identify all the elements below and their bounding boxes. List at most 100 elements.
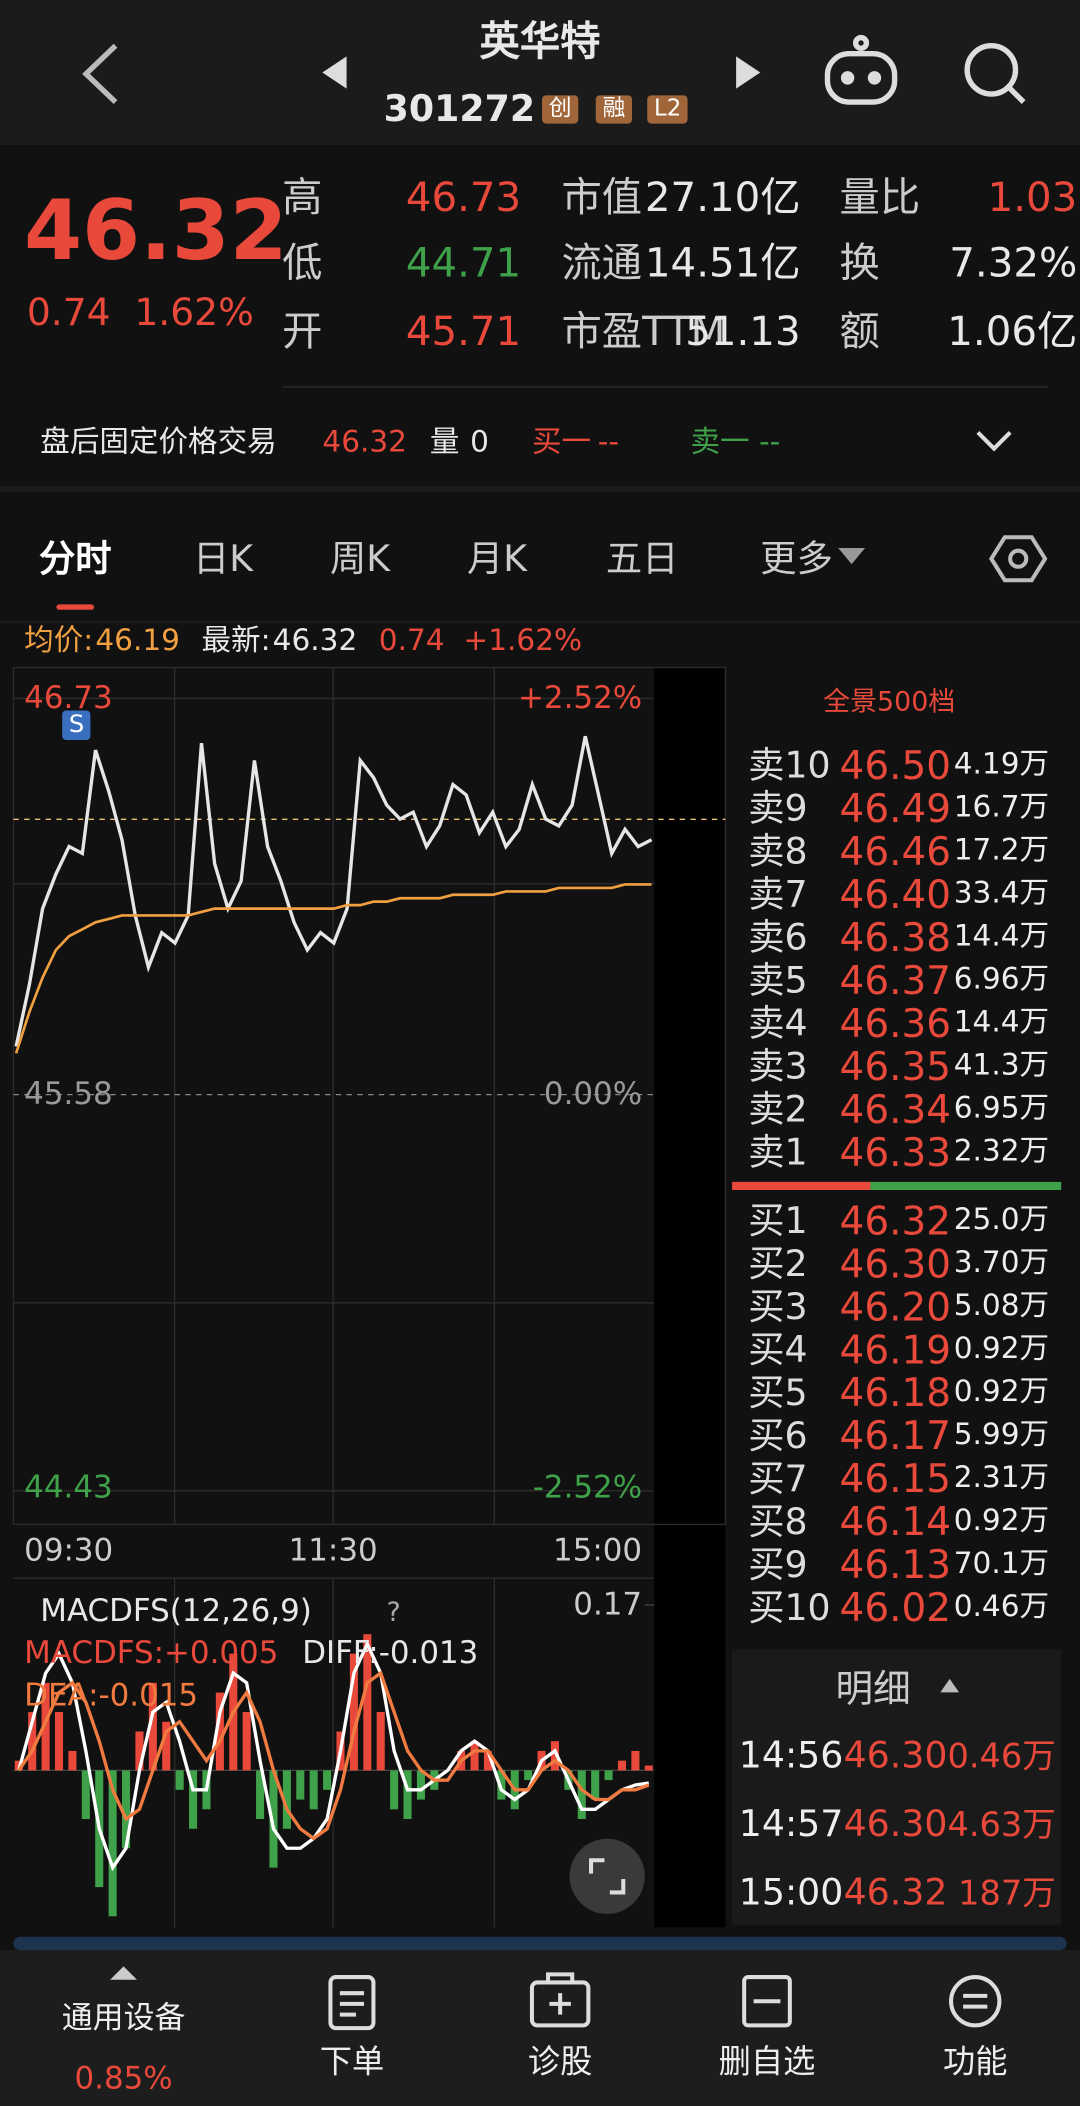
book-level: 买9 (748, 1543, 808, 1586)
macd-bar (68, 1750, 77, 1771)
change-pct-value: +1.62% (463, 624, 583, 659)
book-price: 46.36 (839, 999, 952, 1046)
tab[interactable]: 五日 (605, 537, 679, 580)
macd-bar (269, 1770, 278, 1868)
book-price: 46.15 (839, 1455, 952, 1501)
stat-value: 7.32% (949, 240, 1078, 288)
price-line (14, 735, 653, 1047)
y-tick-label-pct: +2.52% (518, 680, 643, 716)
book-level: 卖1 (748, 1131, 808, 1174)
trade-time: 14:57 (738, 1803, 844, 1845)
divider (0, 486, 1080, 492)
nav-item[interactable]: 诊股 (527, 2042, 593, 2081)
book-volume: 4.19万 (953, 748, 1050, 782)
macd-bar (349, 1653, 358, 1771)
book-volume: 41.3万 (953, 1048, 1050, 1083)
prev-stock[interactable] (322, 56, 347, 89)
tab[interactable]: 周K (329, 537, 391, 580)
nav-item[interactable]: 功能 (942, 2042, 1008, 2081)
macd-bar (282, 1770, 291, 1829)
book-level: 买2 (748, 1243, 808, 1285)
sector-name[interactable]: 通用设备 (61, 2000, 186, 2036)
macd-bar (470, 1741, 479, 1771)
book-price: 46.32 (839, 1197, 952, 1244)
book-volume: 0.92万 (953, 1504, 1050, 1538)
stat-value: 14.51亿 (644, 240, 801, 288)
stat-value: 45.71 (405, 308, 522, 356)
tab[interactable]: 更多 (760, 537, 833, 580)
book-level: 卖9 (748, 787, 808, 830)
book-price: 46.46 (839, 828, 952, 874)
stat-label: 市值 (561, 174, 643, 222)
book-volume: 6.96万 (953, 963, 1050, 997)
help-icon[interactable]: ? (386, 1595, 401, 1628)
indicator-legend: DEA:-0.015 (24, 1678, 199, 1714)
robot-icon[interactable] (824, 34, 898, 105)
avg-value: 46.19 (95, 624, 180, 659)
macd-bar (215, 1692, 224, 1771)
book-level: 买10 (748, 1586, 831, 1629)
tab-indicator (56, 604, 95, 610)
stat-label: 开 (282, 308, 323, 356)
book-price: 46.02 (839, 1584, 952, 1630)
event-marker[interactable]: S (62, 710, 91, 741)
indicator-legend: DIFF:-0.013 (302, 1635, 479, 1671)
badge: 融 (595, 94, 633, 123)
book-level: 买4 (748, 1329, 808, 1371)
last-value: 46.32 (272, 624, 358, 659)
ask-value: -- (758, 425, 781, 460)
book-volume: 2.32万 (953, 1134, 1050, 1169)
nav-icons (328, 1972, 1002, 2031)
fullscreen-button[interactable] (569, 1838, 645, 1914)
indicator-title[interactable]: MACDFS(12,26,9) (40, 1593, 312, 1629)
book-volume: 3.70万 (953, 1246, 1050, 1280)
book-price: 46.34 (839, 1085, 952, 1132)
book-level: 卖5 (748, 959, 808, 1002)
next-stock[interactable] (736, 56, 761, 89)
y-tick-label-pct: 0.00% (543, 1076, 643, 1112)
book-price: 46.40 (839, 871, 952, 917)
book-level: 卖4 (748, 1002, 808, 1045)
more-arrow[interactable] (838, 547, 866, 565)
macd-line (17, 1639, 650, 1872)
macd-bar (309, 1770, 318, 1810)
search-icon[interactable] (964, 42, 1026, 104)
last-price: 46.32 (24, 181, 288, 280)
change-value: 0.74 (378, 624, 445, 659)
detail-title[interactable]: 明细 (835, 1666, 911, 1712)
macd-bar (390, 1770, 399, 1810)
bottom-nav-bg (0, 1950, 1080, 2106)
macd-bar (416, 1770, 425, 1800)
book-volume: 0.92万 (953, 1375, 1050, 1409)
book-price: 46.17 (839, 1412, 952, 1458)
detail-arrow[interactable] (940, 1678, 960, 1693)
settings-icon[interactable] (988, 535, 1048, 583)
stat-value: 44.71 (405, 240, 522, 288)
trade-price: 46.30 (843, 1734, 948, 1777)
nav-item[interactable]: 删自选 (718, 2042, 816, 2081)
x-tick-label: 15:00 (553, 1533, 643, 1569)
book-volume: 2.31万 (953, 1461, 1050, 1495)
macd-bar (81, 1770, 90, 1820)
tab[interactable]: 分时 (38, 537, 112, 580)
y-tick-label: 44.43 (24, 1470, 113, 1505)
after-hours-label: 盘后固定价格交易 (40, 425, 277, 460)
macd-bar (591, 1770, 600, 1800)
stat-value: 1.03 (987, 174, 1078, 222)
depth-link[interactable]: 全景500档 (823, 684, 956, 718)
divider (0, 620, 1080, 624)
tab[interactable]: 日K (192, 537, 254, 580)
book-price: 46.30 (839, 1240, 952, 1287)
price-change-pct: 1.62% (134, 290, 254, 335)
stat-label: 市盈TTM (561, 308, 726, 356)
stat-value: 1.06亿 (947, 308, 1078, 356)
last-label: 最新: (201, 624, 271, 659)
macd-bar (175, 1770, 184, 1790)
avg-label: 均价: (24, 624, 94, 659)
back-button[interactable] (82, 43, 118, 105)
nav-item[interactable]: 下单 (319, 2042, 385, 2081)
expand-button[interactable] (976, 431, 1012, 452)
tab[interactable]: 月K (466, 537, 528, 580)
book-price: 46.13 (839, 1541, 952, 1587)
book-price: 46.38 (839, 913, 952, 960)
